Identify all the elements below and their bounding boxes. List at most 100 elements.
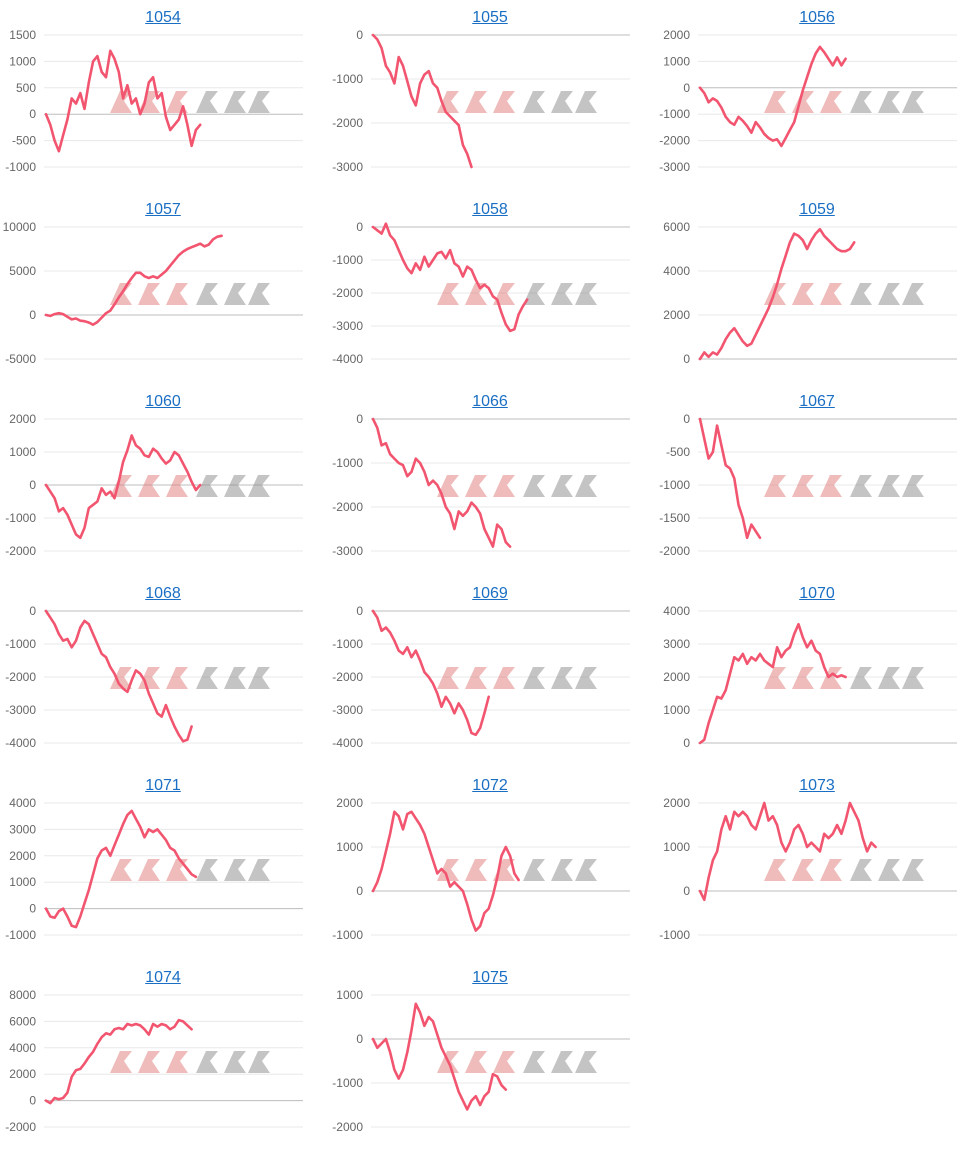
y-tick-label: 2000 [9,1067,36,1081]
y-tick-label: 3000 [9,822,36,836]
chart-title-link[interactable]: 1074 [145,969,181,986]
chart-title-link[interactable]: 1070 [799,585,835,602]
y-tick-label: -2000 [332,116,363,130]
y-tick-label: -5000 [5,352,36,366]
y-tick-label: -1000 [332,928,363,942]
watermark-logo [437,283,597,305]
series-line [371,609,490,737]
chart-panel: 1054 1500 1000 500 0 -500 -1000 [0,0,326,192]
chart-title-link[interactable]: 1059 [799,201,835,218]
chart-title-link[interactable]: 1069 [472,585,508,602]
y-tick-label: -2000 [659,544,690,558]
series-line [44,609,193,743]
y-tick-label: 2000 [9,849,36,863]
y-tick-label: -3000 [332,160,363,174]
y-tick-label: 2000 [663,670,690,684]
chart-title-link[interactable]: 1067 [799,393,835,410]
y-tick-label: 1000 [663,703,690,717]
y-tick-label: -4000 [332,736,363,750]
chart-title-link[interactable]: 1073 [799,777,835,794]
line-chart: 2000 1000 0 -1000 -2000 [5,412,303,558]
chart-panel: 1068 0 -1000 -2000 -3000 -4000 [0,576,326,768]
line-chart: 0 -1000 -2000 -3000 [332,412,630,558]
y-tick-label: 0 [29,902,36,916]
y-tick-label: -4000 [332,352,363,366]
y-tick-label: 0 [356,604,363,618]
chart-panel: 1073 2000 1000 0 -1000 [654,768,979,960]
chart-panel: 1057 10000 5000 0 -5000 [0,192,326,384]
chart-panel: 1072 2000 1000 0 -1000 [327,768,653,960]
series-line [371,33,473,169]
y-tick-label: 0 [29,308,36,322]
y-tick-label: 1000 [9,445,36,459]
y-tick-label: 0 [683,352,690,366]
chart-panel: 1056 2000 1000 0 -1000 -2000 -3000 [654,0,979,192]
y-tick-label: -1000 [659,478,690,492]
y-tick-label: 5000 [9,264,36,278]
y-tick-label: -2000 [659,134,690,148]
y-tick-label: -1000 [332,456,363,470]
series-line [698,227,856,361]
y-tick-label: 500 [16,81,36,95]
chart-panel: 1071 4000 3000 2000 1000 0 -1000 [0,768,326,960]
line-chart: 2000 1000 0 -1000 [332,796,630,942]
y-tick-label: 0 [29,604,36,618]
chart-title-link[interactable]: 1057 [145,201,181,218]
y-tick-label: 2000 [663,28,690,42]
line-chart: 0 -1000 -2000 -3000 -4000 [332,220,630,366]
series-line [698,622,847,745]
chart-title-link[interactable]: 1058 [472,201,508,218]
y-tick-label: -3000 [332,319,363,333]
series-line [44,809,198,929]
y-tick-label: -500 [12,134,36,148]
y-tick-label: 1500 [9,28,36,42]
y-tick-label: 0 [356,1032,363,1046]
chart-panel: 1058 0 -1000 -2000 -3000 -4000 [327,192,653,384]
y-tick-label: 8000 [9,988,36,1002]
watermark-logo [764,667,924,689]
y-tick-label: 2000 [663,308,690,322]
chart-panel: 1059 6000 4000 2000 0 [654,192,979,384]
y-tick-label: -1000 [5,511,36,525]
line-chart: 8000 6000 4000 2000 0 -2000 [5,988,303,1134]
chart-title-link[interactable]: 1072 [472,777,508,794]
chart-panel: 1070 4000 3000 2000 1000 0 [654,576,979,768]
chart-title-link[interactable]: 1056 [799,9,835,26]
watermark-logo [437,91,597,113]
y-tick-label: 6000 [663,220,690,234]
chart-panel: 1075 1000 0 -1000 -2000 [327,960,653,1152]
series-line [44,234,223,326]
line-chart: 2000 1000 0 -1000 [659,796,957,942]
y-tick-label: -3000 [332,544,363,558]
y-tick-label: 1000 [663,840,690,854]
chart-title-link[interactable]: 1060 [145,393,181,410]
y-tick-label: -3000 [332,703,363,717]
chart-panel: 1069 0 -1000 -2000 -3000 -4000 [327,576,653,768]
chart-title-link[interactable]: 1054 [145,9,181,26]
y-tick-label: 0 [29,107,36,121]
watermark-logo [764,475,924,497]
y-tick-label: 0 [29,478,36,492]
y-tick-label: -500 [666,445,690,459]
y-tick-label: -2000 [332,500,363,514]
series-line [44,49,202,153]
line-chart: 4000 3000 2000 1000 0 [663,604,957,750]
y-tick-label: -1000 [332,253,363,267]
watermark-logo [437,475,597,497]
chart-panel: 1055 0 -1000 -2000 -3000 [327,0,653,192]
y-tick-label: -1000 [332,1076,363,1090]
y-tick-label: 2000 [663,796,690,810]
y-tick-label: -1500 [659,511,690,525]
watermark-logo [437,667,597,689]
chart-title-link[interactable]: 1071 [145,777,181,794]
chart-title-link[interactable]: 1075 [472,969,508,986]
line-chart: 0 -1000 -2000 -3000 [332,28,630,174]
y-tick-label: 0 [356,884,363,898]
y-tick-label: 4000 [9,1041,36,1055]
chart-panel: 1074 8000 6000 4000 2000 0 -2000 [0,960,326,1152]
chart-title-link[interactable]: 1068 [145,585,181,602]
chart-title-link[interactable]: 1066 [472,393,508,410]
chart-title-link[interactable]: 1055 [472,9,508,26]
y-tick-label: 2000 [9,412,36,426]
y-tick-label: 0 [29,1094,36,1108]
